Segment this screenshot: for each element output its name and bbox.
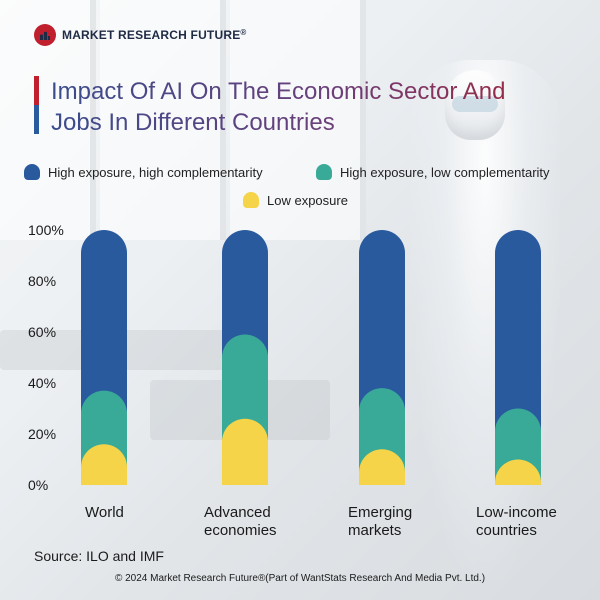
bar-segment-world-low-exposure <box>81 444 127 485</box>
legend-item-high-high: High exposure, high complementarity <box>24 164 263 180</box>
title-block: Impact Of AI On The Economic Sector And … <box>34 76 561 138</box>
x-label-world: World <box>85 504 124 521</box>
legend-label: High exposure, high complementarity <box>48 164 263 180</box>
x-label-emerging-markets: Emerging markets <box>348 504 413 539</box>
title-accent-bar <box>34 76 39 134</box>
x-label-low-income-countries: Low-income countries <box>476 504 557 539</box>
y-tick-label: 60% <box>28 324 57 340</box>
chart-logo-icon <box>34 24 56 46</box>
brand-name: MARKET RESEARCH FUTURE® <box>62 28 247 42</box>
office-desk <box>0 330 260 370</box>
y-tick-label: 20% <box>28 426 57 442</box>
legend-swatch <box>24 164 40 180</box>
bar-segment-emerging-markets-low-exposure <box>359 449 405 485</box>
y-tick-label: 0% <box>28 477 49 493</box>
window-panel <box>230 0 366 240</box>
window-panel <box>100 0 226 240</box>
y-axis: 100% 80% 60% 40% 20% 0% <box>28 222 68 493</box>
y-tick-label: 80% <box>28 273 57 289</box>
robot-visor <box>452 96 498 112</box>
bar-segment-advanced-economies-low-exposure <box>222 418 268 485</box>
legend-swatch <box>316 164 332 180</box>
x-label-advanced-economies: Advanced economies <box>204 504 277 539</box>
legend-swatch <box>243 192 259 208</box>
legend-item-high-low: High exposure, low complementarity <box>316 164 550 180</box>
copyright-footer: © 2024 Market Research Future®(Part of W… <box>114 573 486 584</box>
source-note: Source: ILO and IMF <box>34 548 164 564</box>
bar-segment-low-income-countries-low-exposure <box>495 459 541 485</box>
legend-label: High exposure, low complementarity <box>340 164 550 180</box>
legend-label: Low exposure <box>267 192 348 208</box>
brand-logo: MARKET RESEARCH FUTURE® <box>34 24 247 46</box>
y-tick-label: 40% <box>28 375 57 391</box>
legend-item-low: Low exposure <box>243 192 348 208</box>
y-tick-label: 100% <box>28 222 64 238</box>
